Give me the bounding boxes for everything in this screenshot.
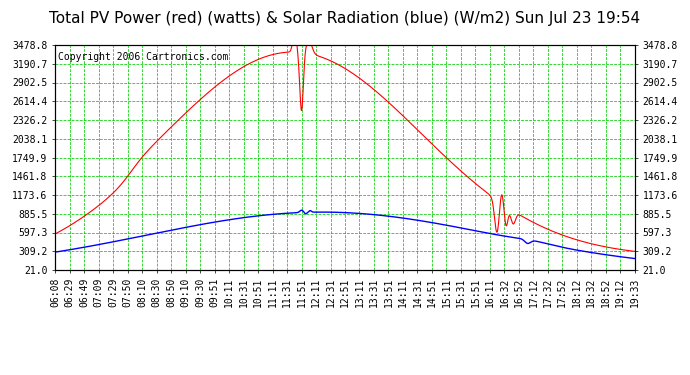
Text: Copyright 2006 Cartronics.com: Copyright 2006 Cartronics.com	[58, 52, 228, 62]
Text: Total PV Power (red) (watts) & Solar Radiation (blue) (W/m2) Sun Jul 23 19:54: Total PV Power (red) (watts) & Solar Rad…	[50, 11, 640, 26]
